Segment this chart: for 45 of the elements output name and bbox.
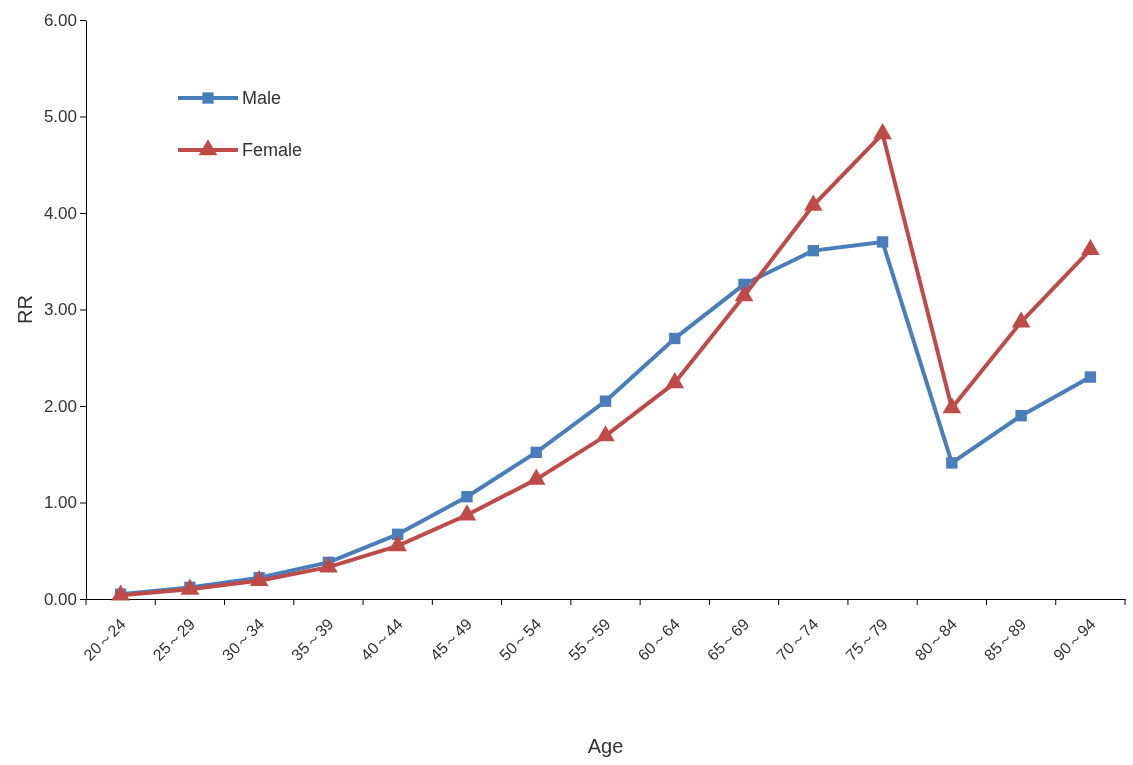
x-tick-label: 85～89 [980, 615, 1030, 664]
y-tick-label: 0.00 [43, 589, 77, 609]
x-tick-label: 55～59 [565, 615, 614, 664]
point [669, 332, 681, 345]
point [803, 194, 823, 211]
point [876, 236, 889, 248]
point [457, 504, 477, 521]
x-tick-label: 80～84 [911, 615, 961, 664]
point [596, 425, 615, 442]
point [946, 457, 958, 469]
x-tick-label: 45～49 [426, 615, 476, 664]
y-tick-label: 6.00 [43, 10, 77, 30]
x-tick-label: 70～74 [773, 615, 822, 664]
x-tick-label: 40～44 [357, 615, 407, 664]
legend-label: Female [242, 140, 303, 161]
point [665, 372, 685, 389]
x-tick-label: 60～64 [634, 615, 684, 664]
point [1081, 238, 1100, 256]
x-axis-title: Age [587, 735, 624, 757]
point [1011, 311, 1031, 328]
point [599, 395, 612, 407]
x-tick-label: 25～29 [149, 615, 199, 664]
point [388, 535, 408, 552]
y-axis-title: RR [14, 295, 36, 324]
point [461, 491, 473, 503]
x-tick-label: 30～34 [218, 615, 268, 664]
y-tick-label: 4.00 [43, 203, 77, 223]
x-tick-label: 65～69 [703, 615, 753, 664]
y-tick-label: 2.00 [43, 396, 77, 416]
point [873, 123, 892, 140]
x-tick-label: 20～24 [80, 615, 129, 664]
x-tick-label: 75～79 [842, 615, 891, 664]
point [530, 446, 542, 459]
legend-label: Male [242, 88, 282, 109]
point [1015, 409, 1027, 422]
y-tick-label: 5.00 [43, 107, 77, 127]
point [734, 285, 754, 302]
y-tick-label: 3.00 [43, 300, 77, 320]
x-tick-label: 90～94 [1050, 615, 1099, 664]
point [807, 244, 819, 257]
point [1084, 371, 1097, 383]
point [942, 397, 962, 414]
y-tick-label: 1.00 [43, 493, 77, 513]
x-tick-label: 50～54 [496, 615, 545, 664]
x-tick-label: 35～39 [288, 615, 337, 664]
